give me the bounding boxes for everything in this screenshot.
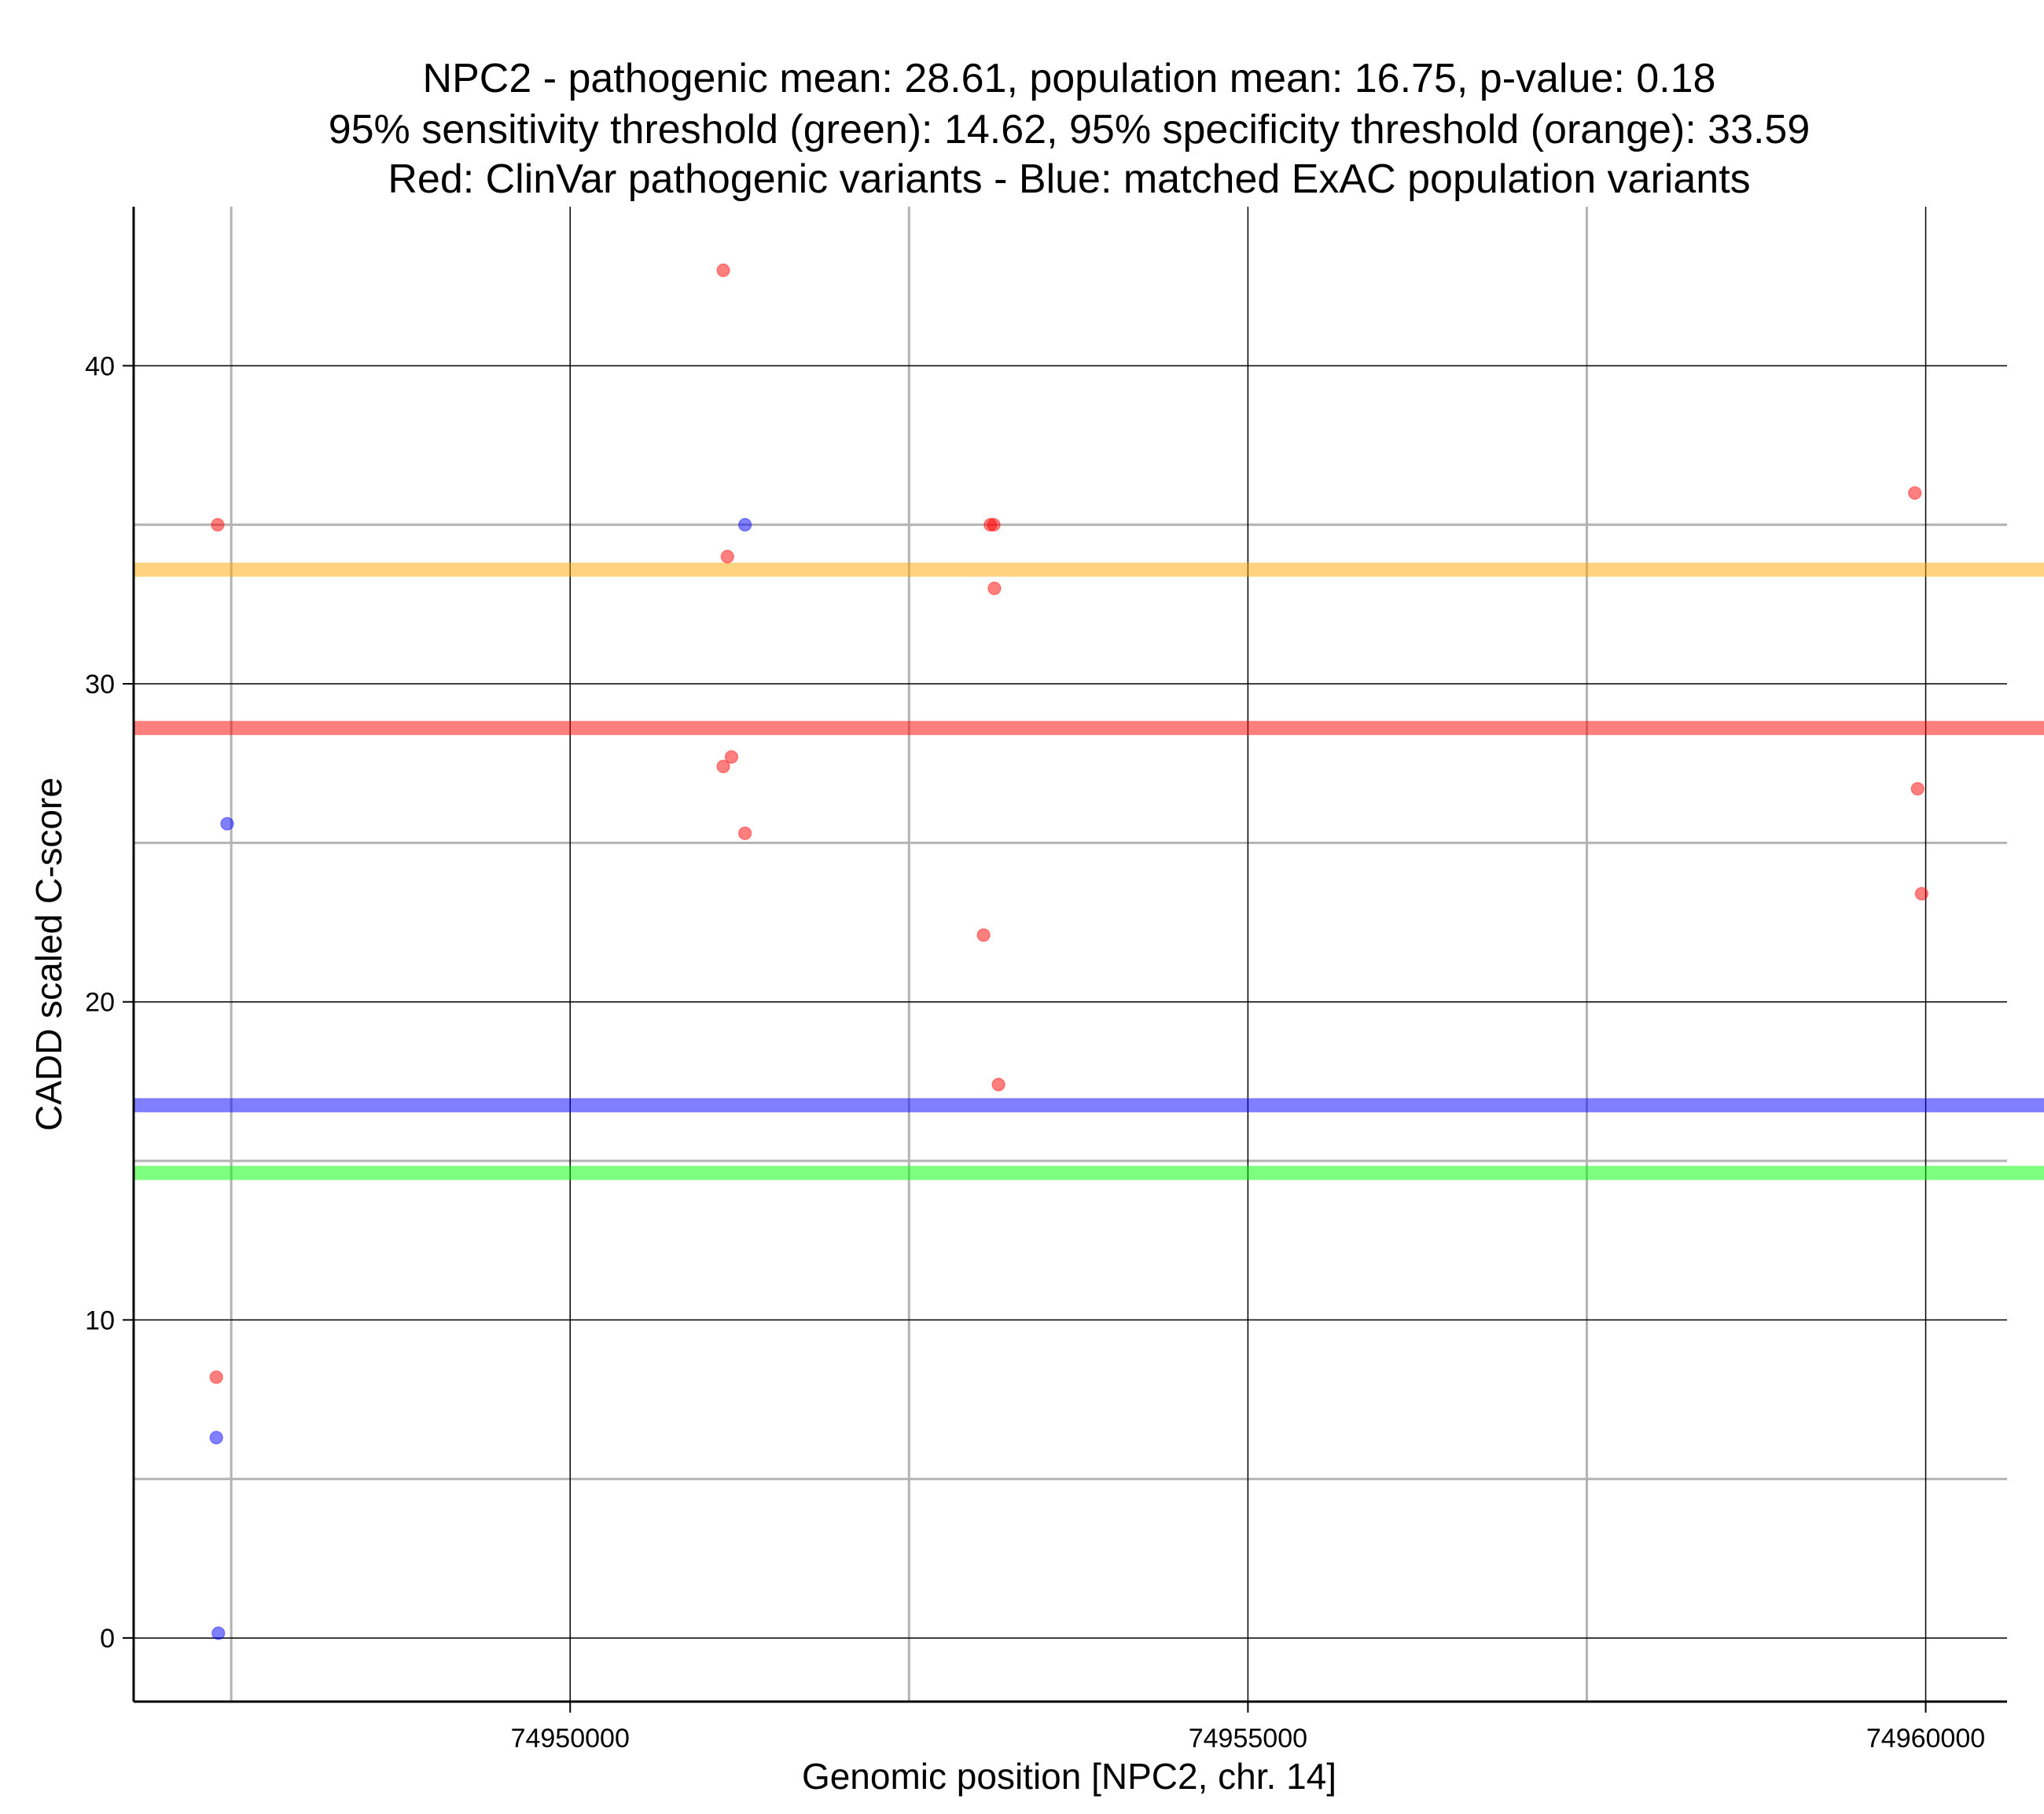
- y-tick-label: 30: [85, 670, 115, 700]
- pathogenic-variant-point: [1914, 887, 1929, 901]
- pathogenic-variant-point: [1910, 781, 1925, 796]
- y-tick-label: 40: [85, 351, 115, 381]
- chart-title-line-3: Red: ClinVar pathogenic variants - Blue:…: [388, 156, 1750, 202]
- y-tick-label: 10: [85, 1305, 115, 1335]
- pathogenic-variant-point: [211, 517, 225, 532]
- x-tick-label: 74960000: [1866, 1724, 1985, 1753]
- y-tick-label: 0: [100, 1624, 115, 1654]
- chart-title: NPC2 - pathogenic mean: 28.61, populatio…: [329, 56, 1811, 202]
- population-variant-point: [737, 517, 752, 532]
- pathogenic-variant-point: [737, 826, 752, 840]
- x-axis-label: Genomic position [NPC2, chr. 14]: [802, 1756, 1336, 1797]
- population-variant-point: [220, 817, 234, 831]
- pathogenic-variant-point: [716, 759, 730, 773]
- y-tick-label: 20: [85, 988, 115, 1018]
- x-tick-label: 74950000: [511, 1724, 630, 1753]
- x-tick-label: 74955000: [1189, 1724, 1307, 1753]
- y-axis-label: CADD scaled C-score: [28, 777, 69, 1131]
- threshold-lines: [134, 562, 2044, 1181]
- pathogenic-variant-point: [1907, 486, 1922, 500]
- grid-lines: [134, 207, 2007, 1702]
- population-variant-point: [211, 1626, 226, 1640]
- chart-title-line-1: NPC2 - pathogenic mean: 28.61, populatio…: [423, 56, 1716, 101]
- chart-title-line-2: 95% sensitivity threshold (green): 14.62…: [329, 107, 1811, 152]
- pathogenic-variant-point: [976, 927, 991, 942]
- y-axis-ticks: 0 10 20 30 40: [85, 351, 134, 1654]
- pathogenic-variant-point: [987, 581, 1002, 596]
- data-points: [209, 263, 1929, 1640]
- pathogenic-variant-point: [724, 750, 739, 764]
- x-axis-ticks: 74950000 74955000 74960000: [511, 1702, 1985, 1753]
- pathogenic-variant-point: [209, 1370, 223, 1384]
- pathogenic-variant-point: [716, 263, 730, 277]
- pathogenic-variant-point: [987, 517, 1001, 532]
- pathogenic-variant-point: [991, 1078, 1005, 1092]
- pathogenic-variant-point: [720, 549, 734, 564]
- population-variant-point: [209, 1430, 223, 1445]
